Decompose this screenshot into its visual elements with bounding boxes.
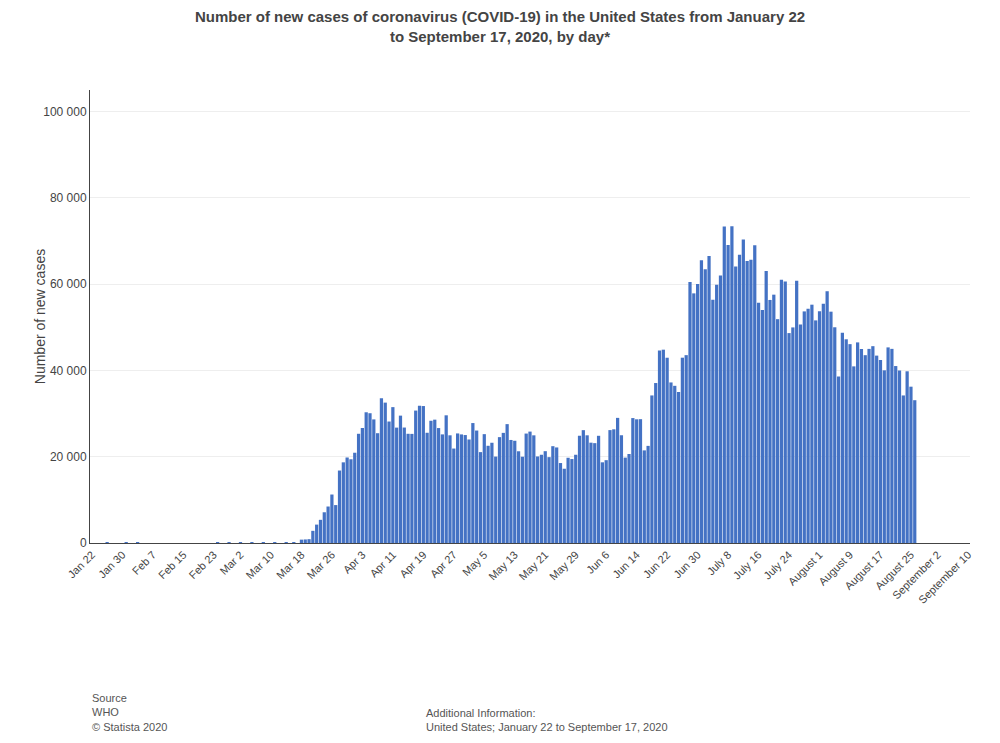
svg-text:100 000: 100 000 xyxy=(43,105,87,119)
svg-text:Jan 30: Jan 30 xyxy=(96,549,128,581)
svg-text:May 5: May 5 xyxy=(460,549,490,579)
svg-text:SourceWHO© Statista 2020: SourceWHO© Statista 2020 xyxy=(92,692,167,733)
svg-text:September 2: September 2 xyxy=(890,549,943,602)
svg-text:Additional Information:United: Additional Information:United States; Ja… xyxy=(426,707,668,733)
svg-text:Apr 19: Apr 19 xyxy=(397,549,428,580)
svg-text:Mar 18: Mar 18 xyxy=(274,549,307,582)
svg-text:Number of new cases of coronav: Number of new cases of coronavirus (COVI… xyxy=(195,8,805,45)
svg-text:Number of new cases: Number of new cases xyxy=(32,249,48,384)
svg-text:August 9: August 9 xyxy=(816,549,855,588)
svg-text:August 17: August 17 xyxy=(842,549,886,593)
svg-text:Feb 7: Feb 7 xyxy=(130,549,158,577)
svg-text:August 25: August 25 xyxy=(873,549,917,593)
svg-text:80 000: 80 000 xyxy=(50,191,87,205)
svg-text:Apr 27: Apr 27 xyxy=(428,549,459,580)
svg-text:May 13: May 13 xyxy=(486,549,520,583)
svg-text:Jun 14: Jun 14 xyxy=(610,549,642,581)
svg-text:Jun 6: Jun 6 xyxy=(584,549,612,577)
svg-text:Apr 3: Apr 3 xyxy=(341,549,368,576)
svg-text:Jun 30: Jun 30 xyxy=(671,549,703,581)
svg-text:Jun 22: Jun 22 xyxy=(641,549,673,581)
svg-text:July 8: July 8 xyxy=(705,549,734,578)
svg-text:0: 0 xyxy=(80,536,87,550)
svg-text:August 1: August 1 xyxy=(786,549,825,588)
svg-text:Feb 15: Feb 15 xyxy=(156,549,189,582)
svg-text:May 29: May 29 xyxy=(547,549,581,583)
svg-text:60 000: 60 000 xyxy=(50,277,87,291)
svg-text:Feb 23: Feb 23 xyxy=(186,549,219,582)
svg-text:Jan 22: Jan 22 xyxy=(65,549,97,581)
svg-text:Mar 26: Mar 26 xyxy=(304,549,337,582)
svg-text:20 000: 20 000 xyxy=(50,450,87,464)
svg-text:May 21: May 21 xyxy=(517,549,551,583)
svg-text:Mar 2: Mar 2 xyxy=(217,549,245,577)
svg-text:July 16: July 16 xyxy=(731,549,764,582)
svg-text:July 24: July 24 xyxy=(761,549,794,582)
svg-text:Apr 11: Apr 11 xyxy=(367,549,398,580)
svg-text:September 10: September 10 xyxy=(916,549,973,606)
svg-text:Mar 10: Mar 10 xyxy=(244,549,277,582)
svg-text:40 000: 40 000 xyxy=(50,364,87,378)
